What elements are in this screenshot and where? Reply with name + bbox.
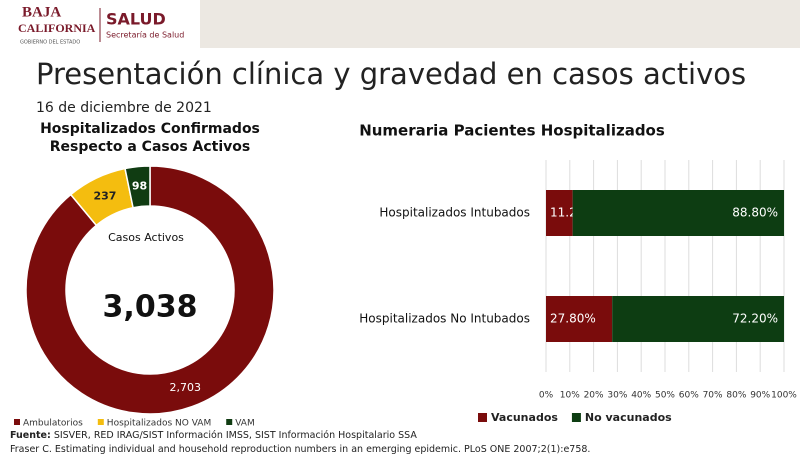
donut-slice xyxy=(25,165,275,415)
legend-swatch xyxy=(226,419,233,425)
legend-label: Hospitalizados NO VAM xyxy=(107,419,211,429)
logo-text: SALUD xyxy=(106,10,166,29)
source-text: SISVER, RED IRAG/SIST Información IMSS, … xyxy=(53,430,417,441)
data-label: 2,703 xyxy=(170,381,202,394)
chart-title: Numeraria Pacientes Hospitalizados xyxy=(359,122,665,140)
legend-swatch xyxy=(571,413,581,422)
legend-label: No vacunados xyxy=(585,411,672,424)
x-tick-label: 80% xyxy=(726,391,746,401)
data-label: 27.80% xyxy=(550,312,596,326)
donut-title: Hospitalizados Confirmados Respecto a Ca… xyxy=(40,121,260,155)
x-tick-label: 70% xyxy=(703,391,723,401)
bar-segment xyxy=(612,296,784,342)
center-label: Casos Activos xyxy=(108,231,184,244)
x-tick-label: 40% xyxy=(631,391,651,401)
source-label: Fuente: xyxy=(10,430,51,441)
legend-swatch xyxy=(478,413,487,422)
bar-segment xyxy=(546,190,573,236)
x-tick-label: 90% xyxy=(750,391,770,401)
logo-text: CALIFORNIA xyxy=(18,21,96,35)
logo-text: Secretaría de Salud xyxy=(106,31,184,40)
bar-segment xyxy=(572,190,784,236)
footer-source: Fuente: SISVER, RED IRAG/SIST Informació… xyxy=(10,430,417,441)
slide-date: 16 de diciembre de 2021 xyxy=(36,100,212,116)
logo-text: BAJA xyxy=(22,4,61,20)
donut-slice xyxy=(124,165,151,209)
data-label: 72.20% xyxy=(732,312,778,326)
bar-segment xyxy=(546,296,613,342)
x-tick-label: 10% xyxy=(560,391,580,401)
data-label: 88.80% xyxy=(732,206,778,220)
x-tick-label: 100% xyxy=(771,391,797,401)
x-tick-label: 30% xyxy=(607,391,627,401)
legend-label: VAM xyxy=(235,419,255,429)
logo-text: GOBIERNO DEL ESTADO xyxy=(20,40,80,46)
legend-label: Ambulatorios xyxy=(23,419,83,429)
legend-label: Vacunados xyxy=(491,411,558,424)
x-tick-label: 60% xyxy=(679,391,699,401)
x-tick-label: 20% xyxy=(584,391,604,401)
y-tick-label: Hospitalizados No Intubados xyxy=(359,312,530,326)
center-value: 3,038 xyxy=(103,290,198,325)
footer-reference: Fraser C. Estimating individual and hous… xyxy=(10,444,591,455)
legend-swatch xyxy=(14,419,20,425)
x-tick-label: 0% xyxy=(539,391,554,401)
y-tick-label: Hospitalizados Intubados xyxy=(379,206,530,220)
data-label: 237 xyxy=(93,189,116,202)
x-tick-label: 50% xyxy=(655,391,675,401)
slide-title: Presentación clínica y gravedad en casos… xyxy=(36,57,746,91)
data-label: 98 xyxy=(132,180,147,193)
legend-swatch xyxy=(97,419,104,425)
